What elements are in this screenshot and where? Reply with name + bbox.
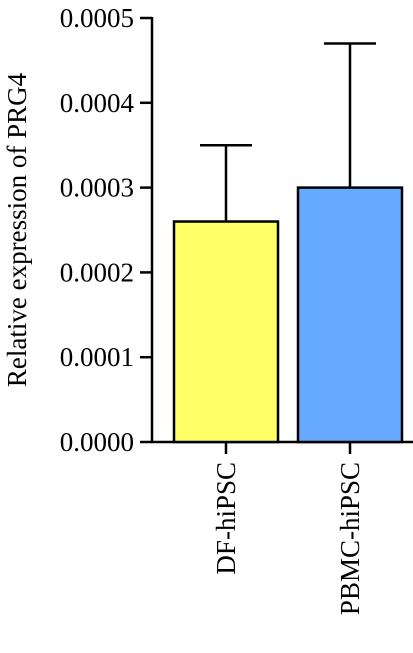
y-axis-title: Relative expression of PRG4	[2, 72, 32, 387]
y-tick-labels: 0.0000 0.0001 0.0002 0.0003 0.0004 0.0005	[60, 3, 135, 457]
x-axis	[151, 440, 413, 454]
category-label: DF-hiPSC	[211, 462, 241, 575]
bar-df-hipsc	[172, 220, 280, 444]
bars	[172, 186, 404, 444]
error-bars	[200, 42, 376, 222]
category-labels: DF-hiPSC PBMC-hiPSC	[211, 462, 365, 615]
y-tick-label: 0.0000	[60, 427, 134, 457]
y-axis	[140, 16, 154, 444]
y-tick-label: 0.0004	[60, 88, 135, 118]
category-label: PBMC-hiPSC	[335, 462, 365, 615]
y-tick-label: 0.0001	[60, 342, 134, 372]
bar-pbmc-hipsc	[296, 186, 404, 444]
y-tick-label: 0.0005	[60, 3, 134, 33]
y-tick-label: 0.0002	[60, 257, 134, 287]
y-tick-label: 0.0003	[60, 173, 134, 203]
